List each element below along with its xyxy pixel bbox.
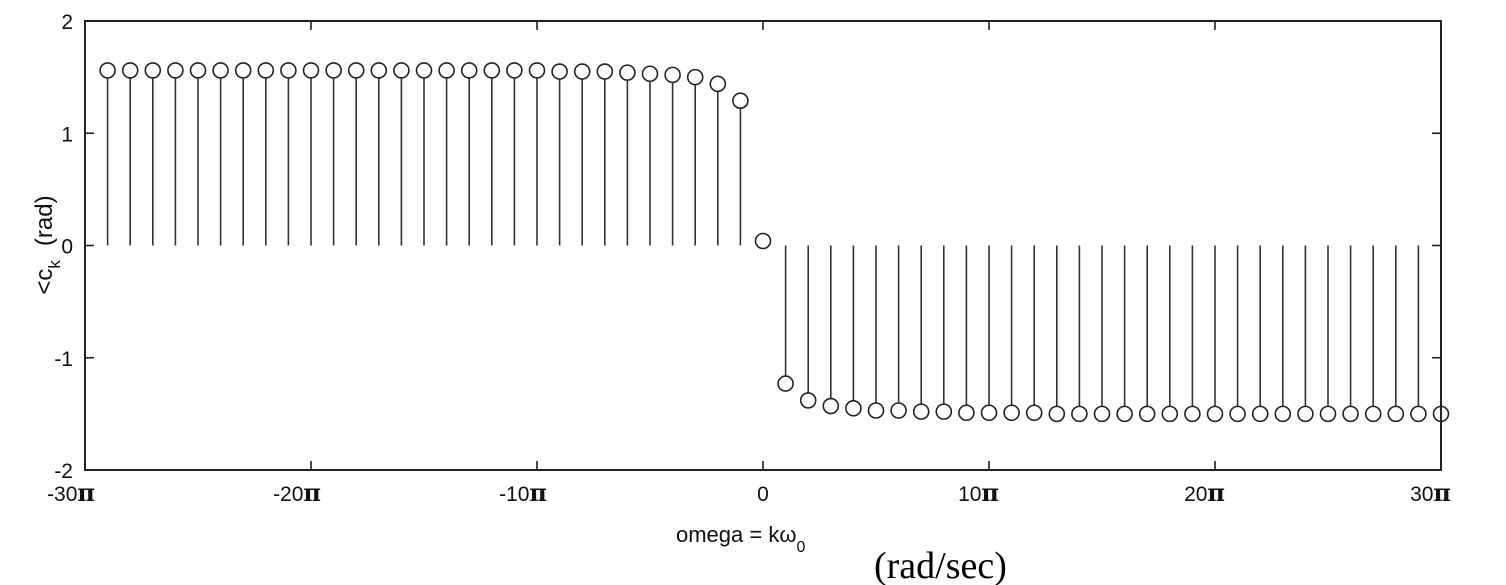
stem-marker [257,62,275,79]
x-tick-label: -10π [499,478,547,507]
stem-marker [1410,405,1427,423]
stem-marker [980,404,998,422]
x-axis-label-main: omega = kω [676,522,797,547]
stem-marker [1025,404,1043,422]
stem-marker [347,62,365,79]
y-axis-label-units: (rad) [31,195,58,246]
stem-marker [573,63,591,80]
y-axis-label: <ck (rad) [31,195,64,294]
x-tick-label: -30π [47,478,95,507]
stem-marker [302,62,320,79]
stem-marker [1342,405,1359,423]
y-tick-label: 2 [61,11,73,34]
stem-marker [506,62,523,79]
stem-marker [686,68,704,86]
x-axis-units-label: (rad/sec) [874,545,1007,585]
x-tick-label: 10π [958,478,999,507]
stem-marker [551,63,568,80]
x-tick-label: -20π [273,478,321,507]
stem-marker [393,62,410,79]
stem-marker [144,62,162,79]
stem-marker [890,402,907,419]
stem-marker [460,62,478,79]
y-tick-label: -2 [54,460,73,483]
stem-marker [325,62,342,79]
x-tick-label: 0 [757,483,769,506]
stem-marker [1319,405,1337,423]
stem-marker [167,62,184,79]
x-tick-label: 30π [1410,478,1451,507]
stem-marker [777,375,794,392]
stem-marker [754,232,772,250]
stem-marker [121,62,139,79]
ticks-layer: -30π -20π -10π 0 10π 20π 30π 2 1 0 -1 -2 [47,11,1451,507]
stem-marker [483,62,501,79]
stem-marker [1184,405,1201,423]
stem-marker [189,62,207,79]
stem-marker [370,62,388,79]
stem-marker [822,397,840,415]
stems-layer [106,77,1442,407]
stem-marker [958,404,975,422]
stem-marker [732,92,749,109]
stem-marker [1387,405,1405,423]
x-axis-label-subscript: 0 [797,539,806,556]
x-axis-label: omega = kω0 [676,522,806,556]
stem-marker [212,62,229,79]
stem-marker [1071,405,1088,423]
stem-marker [1229,405,1246,423]
stem-marker [1093,405,1111,423]
stem-marker [912,403,930,420]
stem-marker [234,62,252,79]
stem-marker [1297,405,1314,423]
stem-marker [1364,405,1382,423]
stem-marker [1138,405,1156,423]
stem-marker [1161,405,1179,423]
stem-marker [619,64,636,81]
stem-marker [1116,405,1133,423]
x-tick-label: 20π [1184,478,1225,507]
y-axis-label-main: <c [31,269,58,295]
stem-marker [799,392,817,409]
stem-marker [99,62,116,79]
stem-marker [709,75,727,93]
markers-layer [99,62,1450,423]
stem-marker [438,62,455,79]
stem-marker [1003,404,1020,422]
stem-marker [935,403,953,420]
stem-marker [280,62,297,79]
y-tick-label: 0 [61,236,73,259]
stem-marker [1274,405,1292,423]
stem-marker [528,62,546,79]
y-axis-label-subscript: k [45,260,64,269]
stem-marker [1206,405,1224,423]
stem-marker [1251,405,1269,423]
stem-marker [845,399,862,417]
stem-marker [641,65,659,83]
stem-marker [1048,405,1066,423]
stem-marker [867,402,885,419]
stem-marker [664,66,681,84]
stem-marker [596,63,614,80]
y-tick-label: -1 [54,348,73,371]
y-tick-label: 1 [61,123,73,146]
stem-marker [415,62,433,79]
